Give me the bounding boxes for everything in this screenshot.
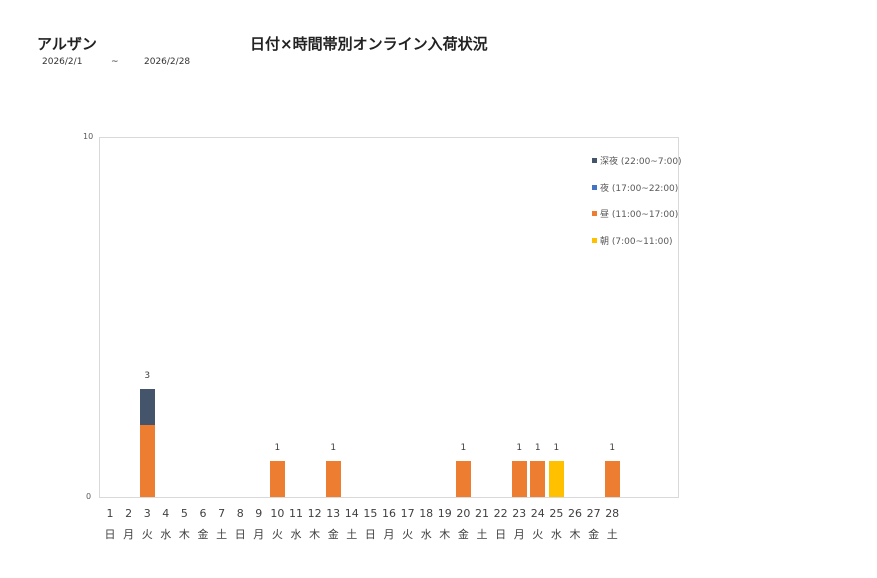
x-label-day: 9 — [255, 507, 263, 520]
store-name: アルザン — [37, 35, 97, 53]
x-label-day: 24 — [530, 507, 545, 520]
x-label-day: 11 — [289, 507, 303, 520]
bar-total-label: 1 — [274, 443, 281, 453]
x-label-weekday: 金 — [588, 528, 600, 541]
x-label-weekday: 木 — [439, 528, 451, 541]
bar-total-label: 1 — [553, 443, 560, 453]
chart-title: 日付×時間帯別オンライン入荷状況 — [250, 35, 488, 53]
day-swatch-icon — [592, 211, 597, 216]
bar-segment-day — [511, 461, 527, 497]
y-tick-min: 0 — [86, 492, 92, 501]
bar-segment-day — [530, 461, 546, 497]
x-label-weekday: 木 — [178, 528, 190, 541]
x-label-day: 26 — [568, 507, 582, 520]
x-label-day: 5 — [180, 507, 188, 520]
x-label-weekday: 日 — [495, 528, 507, 541]
date-from: 2026/2/1 — [42, 57, 83, 67]
x-label-day: 3 — [143, 507, 151, 520]
night-swatch-icon — [592, 185, 597, 190]
bar-total-label: 1 — [609, 443, 616, 453]
x-label-weekday: 月 — [123, 528, 135, 541]
legend-item-night: 夜 (17:00~22:00) — [592, 181, 678, 194]
bar-segment-day — [139, 425, 155, 497]
bar-total-label: 1 — [516, 443, 523, 453]
x-label-weekday: 火 — [402, 528, 414, 541]
date-separator: ~ — [111, 57, 119, 67]
x-label-weekday: 金 — [457, 528, 469, 541]
x-label-weekday: 日 — [364, 528, 376, 541]
x-label-day: 7 — [218, 507, 226, 520]
bar-segment-late_night — [139, 389, 155, 425]
x-label-day: 25 — [549, 507, 564, 520]
x-label-weekday: 土 — [346, 528, 358, 541]
x-label-weekday: 土 — [216, 528, 228, 541]
x-label-weekday: 火 — [532, 528, 544, 541]
x-label-weekday: 水 — [160, 528, 172, 541]
x-label-day: 16 — [382, 507, 396, 520]
bar-segment-day — [455, 461, 471, 497]
x-label-weekday: 水 — [550, 528, 562, 541]
x-label-day: 20 — [456, 507, 471, 520]
morning-swatch-icon — [592, 238, 597, 243]
x-label-day: 14 — [344, 507, 359, 520]
x-label-day: 17 — [400, 507, 415, 520]
bar-segment-day — [604, 461, 620, 497]
x-label-weekday: 木 — [569, 528, 581, 541]
date-to: 2026/2/28 — [144, 57, 191, 67]
x-label-weekday: 月 — [513, 528, 525, 541]
x-label-weekday: 金 — [327, 528, 339, 541]
bar-total-label: 1 — [460, 443, 467, 453]
legend-item-morning: 朝 (7:00~11:00) — [592, 234, 673, 247]
x-label-day: 28 — [605, 507, 620, 520]
x-label-day: 22 — [493, 507, 508, 520]
x-label-weekday: 土 — [606, 528, 618, 541]
legend-item-late-night: 深夜 (22:00~7:00) — [592, 154, 682, 167]
x-label-weekday: 火 — [141, 528, 153, 541]
x-label-weekday: 水 — [290, 528, 302, 541]
x-label-day: 10 — [270, 507, 285, 520]
x-label-day: 12 — [307, 507, 322, 520]
x-label-weekday: 日 — [104, 528, 116, 541]
y-tick-max: 10 — [83, 132, 94, 141]
x-label-weekday: 水 — [420, 528, 432, 541]
x-label-weekday: 火 — [271, 528, 283, 541]
plot-area — [99, 137, 679, 498]
bar-total-label: 3 — [144, 371, 151, 381]
x-label-weekday: 月 — [253, 528, 265, 541]
bar-total-label: 1 — [534, 443, 541, 453]
legend-item-day: 昼 (11:00~17:00) — [592, 207, 678, 220]
x-label-day: 15 — [363, 507, 378, 520]
bar-segment-morning — [548, 461, 564, 497]
x-label-day: 1 — [106, 507, 114, 520]
x-label-day: 27 — [586, 507, 601, 520]
x-label-weekday: 木 — [309, 528, 321, 541]
x-label-weekday: 土 — [476, 528, 488, 541]
bar-segment-day — [325, 461, 341, 497]
x-label-day: 8 — [236, 507, 244, 520]
x-label-weekday: 金 — [197, 528, 209, 541]
x-label-weekday: 月 — [383, 528, 395, 541]
x-label-day: 19 — [437, 507, 452, 520]
x-label-day: 23 — [512, 507, 527, 520]
late-night-swatch-icon — [592, 158, 597, 163]
x-label-day: 21 — [475, 507, 489, 520]
x-label-day: 13 — [326, 507, 341, 520]
x-label-day: 6 — [199, 507, 207, 520]
x-label-day: 18 — [419, 507, 434, 520]
x-label-weekday: 日 — [234, 528, 246, 541]
bar-segment-day — [269, 461, 285, 497]
x-label-day: 2 — [125, 507, 133, 520]
x-label-day: 4 — [162, 507, 170, 520]
bar-total-label: 1 — [330, 443, 337, 453]
